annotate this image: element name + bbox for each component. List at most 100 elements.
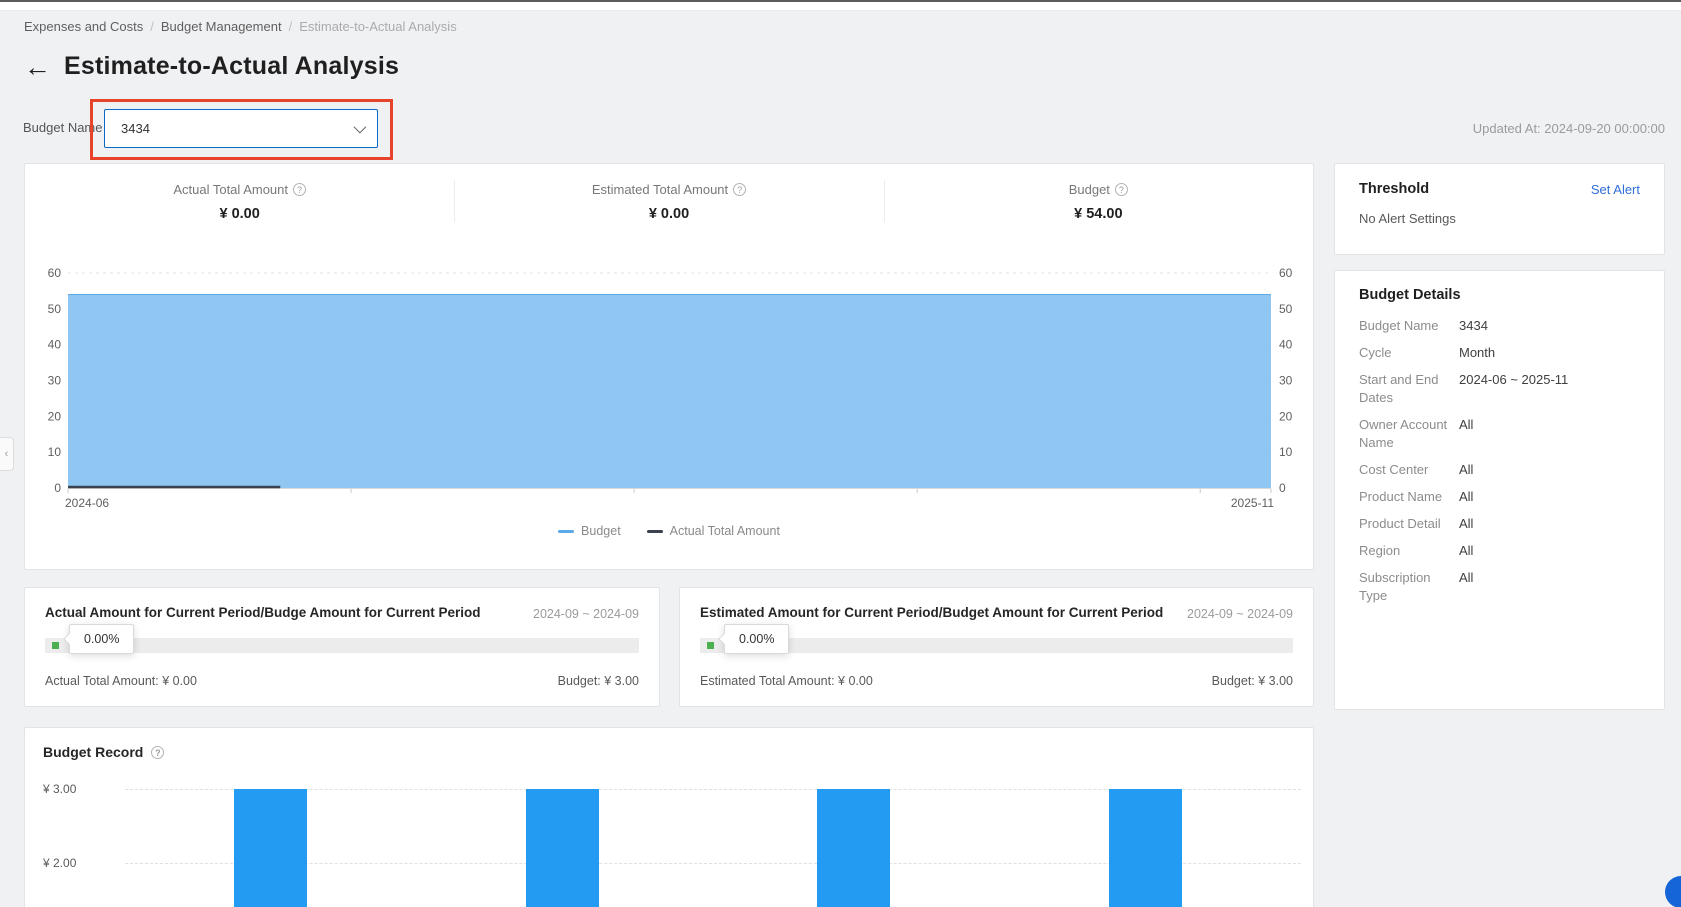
period-card-title: Estimated Amount for Current Period/Budg… — [700, 605, 1164, 620]
legend-dash-icon — [646, 529, 663, 533]
set-alert-link[interactable]: Set Alert — [1590, 182, 1640, 197]
stat-column: Budget? ¥ 54.00 — [884, 181, 1313, 222]
stat-column: Actual Total Amount? ¥ 0.00 — [25, 181, 454, 222]
budget-details-title: Budget Details — [1359, 287, 1461, 303]
no-alert-settings-text: No Alert Settings — [1359, 211, 1456, 226]
bar-chart-gridline — [125, 789, 1301, 790]
budget-detail-value: All — [1459, 543, 1474, 558]
svg-text:0: 0 — [1279, 481, 1286, 495]
stat-label: Estimated Total Amount? — [591, 181, 747, 197]
budget-record-bar — [525, 789, 599, 907]
legend-item-actual-total-amount[interactable]: Actual Total Amount — [646, 524, 780, 538]
breadcrumb-item[interactable]: Budget Management — [160, 19, 282, 34]
budget-detail-value: All — [1459, 417, 1474, 432]
summary-stats-row: Actual Total Amount? ¥ 0.00 Estimated Tota… — [25, 164, 1313, 238]
svg-text:30: 30 — [1279, 374, 1293, 388]
window-top-edge — [0, 0, 1681, 2]
floating-assistant-button[interactable] — [1665, 876, 1681, 907]
budget-detail-label: Region — [1359, 543, 1401, 558]
progress-indicator — [52, 642, 59, 649]
budget-detail-label: Owner Account Name — [1359, 417, 1448, 450]
top-strip — [0, 2, 1681, 11]
svg-text:20: 20 — [1279, 409, 1293, 423]
breadcrumb-item: Estimate-to-Actual Analysis — [299, 19, 457, 34]
budget-detail-row: Budget Name 3434 — [1359, 317, 1646, 335]
svg-text:50: 50 — [1279, 302, 1293, 316]
budget-detail-label: Start and End Dates — [1359, 372, 1439, 405]
budget-detail-label: Product Detail — [1359, 516, 1441, 531]
estimated-total-amount-label: Estimated Total Amount: ¥ 0.00 — [700, 674, 873, 688]
bar-chart-gridline — [125, 863, 1301, 864]
estimated-vs-budget-period-card: Estimated Amount for Current Period/Budg… — [679, 587, 1314, 707]
actual-total-amount-label: Actual Total Amount: ¥ 0.00 — [45, 674, 197, 688]
help-icon[interactable]: ? — [151, 745, 165, 759]
updated-at-text: Updated At: 2024-09-20 00:00:00 — [1472, 121, 1665, 136]
stat-label-text: Actual Total Amount — [173, 181, 288, 197]
budget-name-selected-value: 3434 — [121, 121, 150, 136]
budget-details-rows: Budget Name 3434 Cycle Month Start and End D… — [1359, 317, 1646, 614]
budget-detail-row: Region All — [1359, 542, 1646, 560]
period-card-daterange: 2024-09 ~ 2024-09 — [533, 607, 639, 621]
budget-record-bar — [817, 789, 891, 907]
progress-track — [700, 638, 1293, 653]
breadcrumb: Expenses and Costs / Budget Management / Est… — [24, 19, 457, 34]
legend-label: Budget — [581, 524, 621, 538]
stat-column: Estimated Total Amount? ¥ 0.00 — [454, 181, 883, 222]
budget-detail-label: Subscription Type — [1359, 570, 1431, 603]
svg-text:10: 10 — [1279, 445, 1293, 459]
budget-detail-value: 3434 — [1459, 318, 1488, 333]
budget-detail-label: Product Name — [1359, 489, 1443, 504]
budget-detail-row: Cost Center All — [1359, 461, 1646, 479]
help-icon[interactable]: ? — [733, 182, 747, 196]
budget-detail-row: Owner Account Name All — [1359, 416, 1646, 452]
budget-detail-row: Product Detail All — [1359, 515, 1646, 533]
threshold-title: Threshold — [1359, 181, 1430, 197]
legend-item-budget[interactable]: Budget — [558, 524, 621, 538]
budget-detail-row: Product Name All — [1359, 488, 1646, 506]
svg-text:50: 50 — [48, 302, 62, 316]
svg-text:20: 20 — [48, 409, 62, 423]
svg-text:40: 40 — [48, 338, 62, 352]
svg-text:30: 30 — [48, 374, 62, 388]
budget-detail-label: Cycle — [1359, 345, 1392, 360]
budget-detail-label: Cost Center — [1359, 462, 1429, 477]
sidebar-collapse-handle[interactable]: ‹ — [0, 437, 14, 471]
period-card-daterange: 2024-09 ~ 2024-09 — [1187, 607, 1293, 621]
svg-text:60: 60 — [1279, 266, 1293, 280]
stat-value: ¥ 0.00 — [219, 205, 260, 222]
svg-text:2024-06: 2024-06 — [65, 496, 109, 510]
budget-detail-row: Cycle Month — [1359, 344, 1646, 362]
budget-details-card: Budget Details Budget Name 3434 Cycle Month… — [1334, 270, 1665, 710]
budget-detail-value: Month — [1459, 345, 1496, 360]
progress-indicator — [707, 642, 714, 649]
back-arrow-icon[interactable]: ← — [24, 52, 51, 82]
svg-text:2025-11: 2025-11 — [1231, 496, 1274, 510]
progress-percent-badge: 0.00% — [69, 624, 135, 654]
budget-name-label: Budget Name — [23, 120, 103, 135]
budget-detail-value: All — [1459, 516, 1474, 531]
budget-detail-row: Start and End Dates 2024-06 ~ 2025-11 — [1359, 371, 1646, 407]
budget-amount-label: Budget: ¥ 3.00 — [557, 674, 639, 688]
stat-label-text: Estimated Total Amount — [591, 181, 729, 197]
budget-name-select[interactable]: 3434 — [104, 109, 378, 148]
svg-text:0: 0 — [54, 481, 61, 495]
period-card-title: Actual Amount for Current Period/Budge A… — [45, 605, 481, 620]
progress-track — [45, 638, 639, 653]
svg-text:10: 10 — [48, 445, 62, 459]
help-icon[interactable]: ? — [1114, 182, 1128, 196]
help-icon[interactable]: ? — [293, 182, 306, 196]
svg-text:40: 40 — [1279, 338, 1293, 352]
breadcrumb-separator: / — [288, 19, 293, 34]
budget-detail-value: 2024-06 ~ 2025-11 — [1459, 372, 1569, 387]
budget-amount-label: Budget: ¥ 3.00 — [1211, 674, 1293, 688]
breadcrumb-separator: / — [150, 19, 154, 34]
estimate-to-actual-area-chart: 0 0 10 10 20 20 30 30 40 40 50 50 60 60 2024-06 2025-11 — [48, 266, 1293, 510]
budget-detail-row: Subscription Type All — [1359, 569, 1646, 605]
budget-detail-value: All — [1459, 462, 1474, 477]
breadcrumb-item[interactable]: Expenses and Costs — [24, 19, 144, 34]
budget-record-title: Budget Record — [43, 744, 144, 760]
chevron-down-icon — [353, 120, 367, 134]
svg-text:60: 60 — [48, 266, 62, 280]
stat-value: ¥ 54.00 — [1074, 205, 1123, 222]
